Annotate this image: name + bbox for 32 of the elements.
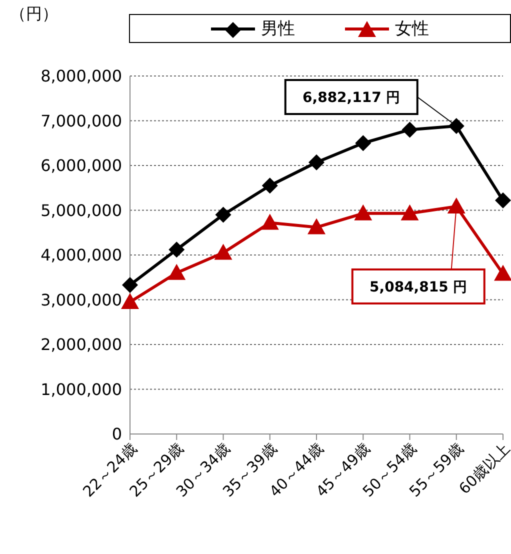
- point: [260, 214, 279, 230]
- point: [495, 192, 511, 208]
- point: [354, 204, 372, 220]
- point: [168, 264, 186, 280]
- point: [494, 264, 511, 281]
- point: [447, 197, 466, 214]
- point: [402, 122, 418, 138]
- y-tick-label: 2,000,000: [40, 335, 122, 354]
- annotation: 5,084,815 円: [370, 279, 468, 296]
- point: [121, 292, 139, 309]
- y-tick-label: 5,000,000: [40, 200, 122, 220]
- legend-label: 女性: [395, 18, 429, 40]
- point: [355, 135, 372, 152]
- y-tick-label: 8,000,000: [40, 66, 122, 86]
- point: [448, 118, 464, 134]
- y-tick-label: 4,000,000: [40, 246, 122, 265]
- y-tick-label: 6,000,000: [40, 156, 122, 176]
- y-tick-label: 3,000,000: [40, 290, 122, 310]
- point: [400, 204, 419, 220]
- annotation: 6,882,117 円: [302, 90, 400, 106]
- point: [214, 244, 232, 260]
- y-tick-label: 1,000,000: [40, 380, 122, 399]
- legend-label: 男性: [261, 18, 295, 40]
- point: [308, 218, 326, 234]
- point: [262, 178, 278, 194]
- point: [122, 276, 138, 293]
- point: [168, 242, 185, 258]
- point: [215, 206, 232, 223]
- y-tick-label: 7,000,000: [40, 111, 122, 130]
- y-axis-title: （円）: [10, 4, 58, 25]
- point: [308, 154, 324, 170]
- y-tick-label: 0: [112, 424, 122, 444]
